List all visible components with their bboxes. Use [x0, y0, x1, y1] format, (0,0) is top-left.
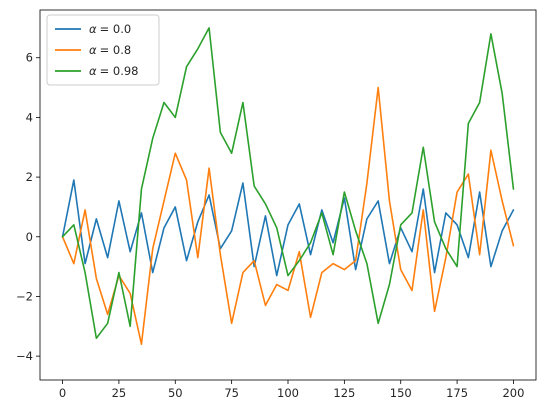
- y-tick-label: 6: [26, 51, 33, 65]
- series-lines: [61, 27, 515, 345]
- series-line-1: [61, 86, 515, 345]
- y-tick-label: −2: [16, 289, 33, 303]
- legend-value: = 0.8: [100, 43, 132, 57]
- series-line-2: [61, 27, 515, 340]
- plot-frame: [39, 9, 537, 381]
- axis-ticks: 0 25 50 75 100 125 150 175 200 −4 −2 0 2 4 6: [16, 51, 524, 400]
- legend-label-alpha-0-8: α = 0.8: [89, 43, 131, 57]
- legend-value: = 0.98: [100, 64, 139, 78]
- x-tick-label: 0: [59, 386, 66, 400]
- legend-label-alpha-0-0: α = 0.0: [89, 22, 131, 36]
- legend-alpha-symbol: α: [89, 43, 97, 57]
- x-tick-label: 200: [502, 386, 524, 400]
- y-tick-label: 0: [26, 230, 33, 244]
- x-tick-label: 25: [112, 386, 127, 400]
- x-tick-label: 75: [224, 386, 239, 400]
- legend-label-alpha-0-98: α = 0.98: [89, 64, 139, 78]
- x-tick-label: 150: [390, 386, 412, 400]
- legend-alpha-symbol: α: [89, 64, 97, 78]
- x-tick-label: 125: [333, 386, 355, 400]
- x-tick-label: 50: [168, 386, 183, 400]
- y-tick-label: 4: [26, 110, 33, 124]
- x-tick-label: 100: [277, 386, 299, 400]
- y-tick-label: 2: [26, 170, 33, 184]
- legend-alpha-symbol: α: [89, 22, 97, 36]
- legend-box: [46, 14, 160, 86]
- legend: α = 0.0 α = 0.8 α = 0.98: [46, 14, 160, 86]
- x-tick-label: 175: [446, 386, 468, 400]
- legend-value: = 0.0: [100, 22, 132, 36]
- y-tick-label: −4: [16, 349, 33, 363]
